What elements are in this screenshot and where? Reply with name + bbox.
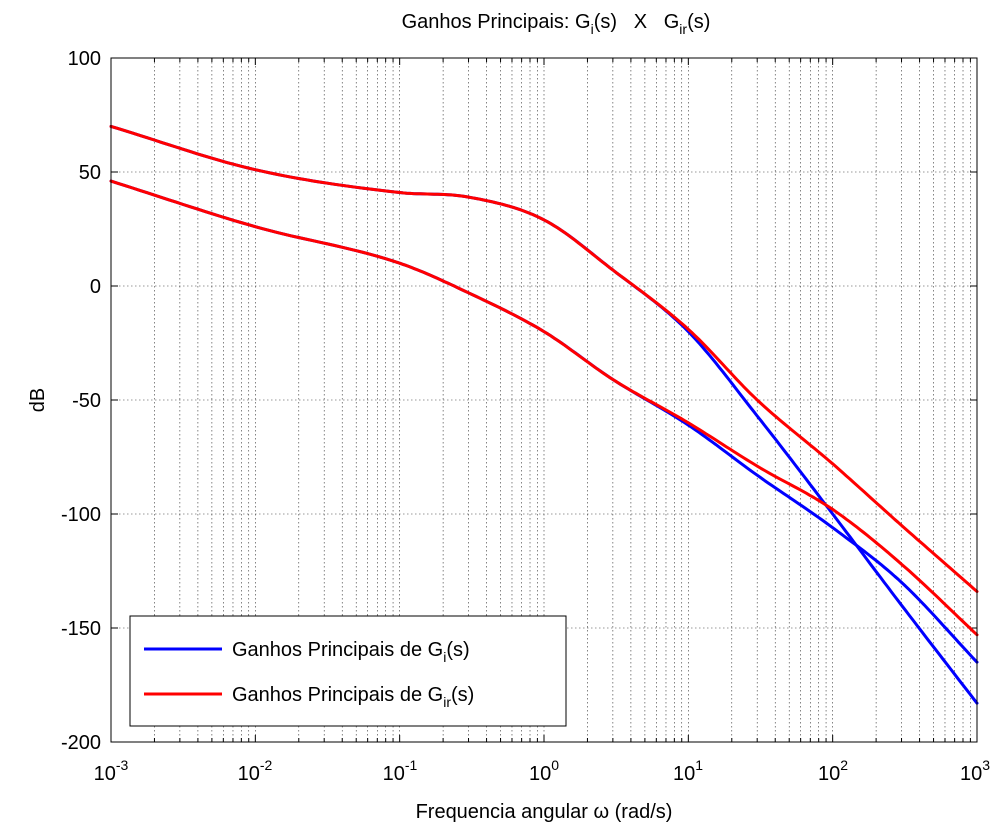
y-tick-label: -200: [61, 732, 101, 754]
x-axis-label: Frequencia angular ω (rad/s): [416, 801, 673, 823]
x-tick-label: 102: [818, 757, 848, 785]
x-tick-label: 101: [673, 757, 703, 785]
x-tick-labels: 10-3 10-2 10-1 100 101 102 103: [94, 757, 991, 785]
tick-marks: [111, 57, 977, 743]
series-line-2: [109, 124, 979, 593]
series-line-3: [109, 179, 979, 637]
x-tick-label: 10-1: [383, 757, 418, 785]
y-axis-label: dB: [27, 388, 49, 412]
x-tick-label: 10-2: [238, 757, 273, 785]
x-tick-label: 10-3: [94, 757, 129, 785]
y-tick-label: -150: [61, 618, 101, 640]
legend: Ganhos Principais de Gi(s) Ganhos Princi…: [129, 615, 567, 727]
y-tick-label: -50: [72, 390, 101, 412]
y-tick-label: 0: [90, 276, 101, 298]
legend-entry-gir: Ganhos Principais de Gir(s): [232, 684, 474, 710]
y-tick-label: 100: [68, 48, 101, 70]
chart-title: Ganhos Principais: Gi(s) X Gir(s): [402, 11, 711, 37]
x-tick-label: 103: [960, 757, 990, 785]
legend-box: [129, 615, 567, 727]
y-tick-label: 50: [79, 162, 101, 184]
plot-frame: [110, 57, 978, 743]
x-tick-label: 100: [529, 757, 559, 785]
y-tick-labels: 100 50 0 -50 -100 -150 -200: [61, 48, 101, 754]
series-group: [109, 124, 979, 705]
legend-entry-gi: Ganhos Principais de Gi(s): [232, 639, 470, 665]
y-tick-label: -100: [61, 504, 101, 526]
